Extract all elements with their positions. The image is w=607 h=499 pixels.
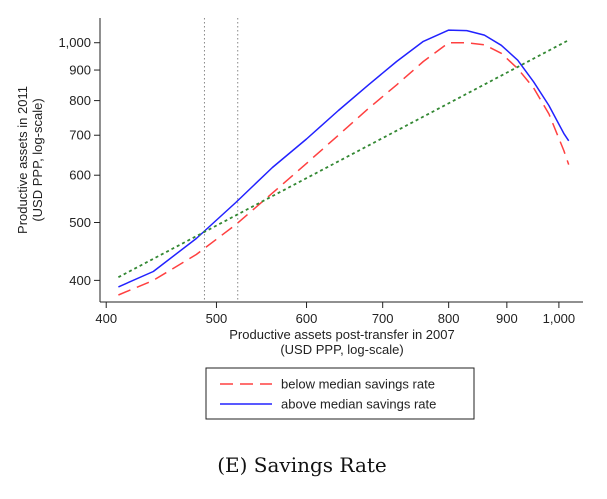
legend-label-0: below median savings rate [281, 377, 435, 392]
series-line-0 [118, 41, 570, 296]
figure-caption: (E) Savings Rate [217, 453, 387, 477]
labels-layer: 400 500 600 700 800 900 1,000 400 500 600 700 800 90… [15, 35, 575, 357]
y-tick-label-2: 600 [69, 168, 91, 183]
x-axis-subtitle: (USD PPP, log-scale) [280, 342, 403, 357]
y-tick-label-6: 1,000 [58, 35, 91, 50]
y-tick-label-3: 700 [69, 128, 91, 143]
x-tick-label-2: 600 [296, 311, 318, 326]
x-tick-label-6: 1,000 [543, 311, 576, 326]
series-line-1 [118, 29, 570, 288]
x-axis-title: Productive assets post-transfer in 2007 [229, 327, 454, 342]
x-tick-label-0: 400 [95, 311, 117, 326]
y-tick-label-4: 800 [69, 93, 91, 108]
y-axis-title: Productive assets in 2011 [15, 86, 30, 234]
legend-label-1: above median savings rate [281, 397, 436, 412]
legend-box [205, 367, 475, 420]
y-tick-label-5: 900 [69, 63, 91, 78]
x-tick-label-1: 500 [206, 311, 228, 326]
legend: below median savings rate above median sa… [205, 367, 475, 420]
x-tick-label-3: 700 [372, 311, 394, 326]
x-tick-label-4: 800 [438, 311, 460, 326]
x-tick-label-5: 900 [496, 311, 518, 326]
y-tick-label-1: 500 [69, 215, 91, 230]
y-tick-label-0: 400 [69, 273, 91, 288]
y-axis-subtitle: (USD PPP, log-scale) [30, 98, 45, 221]
series-line-2 [117, 39, 570, 278]
axes-layer [94, 18, 583, 308]
plot-layer [117, 18, 570, 302]
